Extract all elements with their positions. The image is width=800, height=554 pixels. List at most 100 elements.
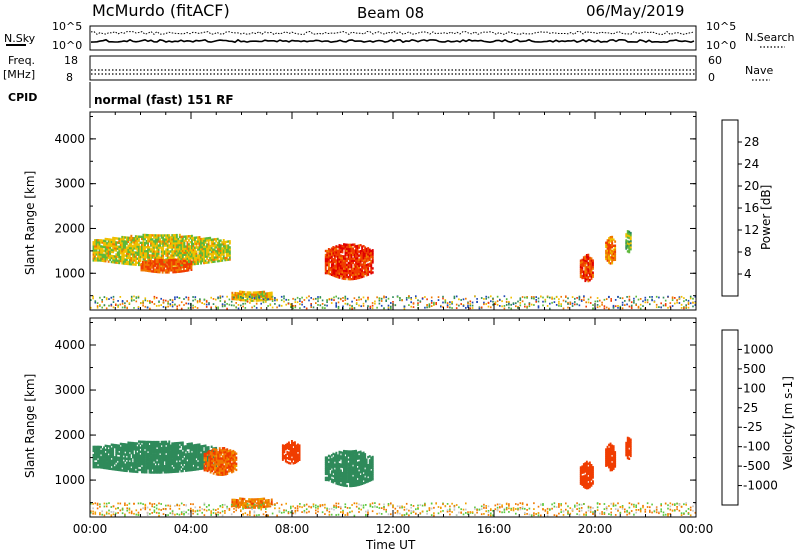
echo-cell [243,502,246,505]
echo-cell [153,459,155,462]
echo-cell [356,256,359,260]
echo-cell [330,478,333,481]
echo-cell [343,458,345,461]
echo-cell [206,461,209,464]
echo-cell [95,239,98,242]
near-range-cell [292,307,294,310]
echo-cell [352,275,354,279]
near-range-cell [669,302,672,304]
echo-cell [197,453,199,457]
echo-cell [191,234,193,238]
echo-cell [133,448,136,451]
echo-cell [179,266,182,269]
near-range-cell [194,306,197,308]
echo-cell [127,457,130,461]
echo-cell [261,499,264,503]
near-range-cell [483,298,485,300]
echo-cell [353,462,356,465]
echo-cell [97,453,99,457]
echo-cell [186,457,189,460]
echo-cell [231,500,234,504]
echo-cell [157,236,160,239]
near-range-cell [251,300,253,302]
echo-cell [612,248,615,251]
near-range-cell [687,301,690,304]
echo-cell [221,465,224,468]
echo-cell [361,271,364,275]
echo-cell [224,471,227,474]
echo-cell [161,269,164,272]
echo-cell [608,457,610,461]
echo-cell [197,461,199,465]
near-range-cell [649,303,651,306]
echo-cell [191,246,193,250]
echo-cell [358,481,361,484]
echo-cell [261,505,264,509]
echo-cell [103,448,105,451]
echo-cell [629,237,632,241]
echo-cell [217,455,220,458]
echo-cell [151,463,154,466]
echo-cell [212,256,215,259]
echo-cell [581,262,584,266]
echo-cell [587,275,590,279]
echo-cell [368,467,371,470]
echo-cell [125,451,128,454]
echo-cell [194,454,196,457]
echo-cell [124,465,127,468]
near-range-cell [174,298,176,301]
echo-cell [197,451,199,455]
echo-cell [295,444,298,447]
near-range-cell [321,299,324,302]
echo-cell [344,257,347,260]
near-range-cell [530,303,533,306]
echo-cell [127,250,130,254]
echo-cell [122,258,125,261]
echo-cell [110,260,113,264]
echo-cell [154,236,157,239]
echo-cell [140,262,143,266]
echo-cell [343,269,345,272]
echo-cell [628,248,631,252]
echo-cell [197,463,199,467]
echo-cell [94,251,96,254]
echo-cell [286,457,289,460]
near-range-cell [501,305,503,308]
echo-cell [338,244,341,247]
echo-cell [131,468,134,471]
near-range-cell [553,297,556,300]
echo-cell [128,449,131,453]
echo-cell [213,246,216,249]
echo-cell [142,269,144,272]
echo-cell [587,486,590,490]
echo-cell [362,465,365,469]
echo-cell [221,259,224,262]
echo-cell [367,271,370,274]
echo-cell [235,503,238,506]
echo-cell [118,468,121,472]
echo-cell [609,240,612,243]
echo-cell [336,267,339,271]
echo-cell [131,255,134,258]
echo-cell [224,460,227,464]
echo-cell [110,453,113,456]
echo-cell [335,478,338,481]
echo-cell [166,442,169,445]
near-range-cell [551,296,553,299]
echo-cell [213,244,216,247]
echo-cell [367,253,370,256]
echo-cell [233,457,236,460]
echo-cell [212,238,215,241]
echo-cell [168,448,171,451]
echo-cell [154,260,156,263]
echo-cell [367,474,370,477]
echo-cell [151,250,154,253]
echo-cell [149,268,152,271]
echo-cell [103,241,105,244]
echo-cell [160,455,163,458]
echo-cell [183,253,186,256]
echo-cell [608,249,610,252]
echo-cell [209,257,212,260]
echo-cell [371,249,374,252]
echo-cell [592,259,594,262]
